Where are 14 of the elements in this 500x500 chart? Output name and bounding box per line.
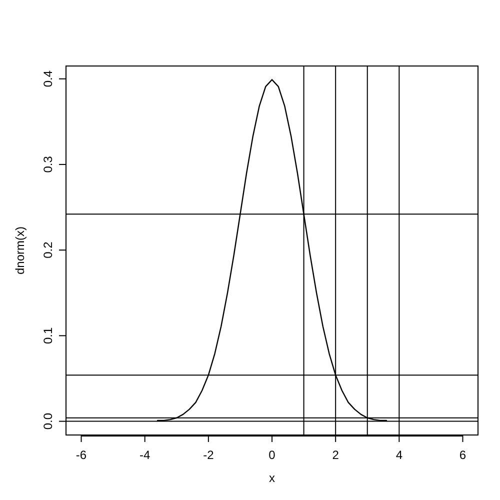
- y-tick-label: 0.1: [41, 327, 55, 344]
- x-tick-label: 6: [459, 448, 466, 462]
- x-tick-label: -2: [203, 448, 214, 462]
- x-tick-label: 2: [332, 448, 340, 462]
- x-tick-label: -4: [140, 448, 150, 462]
- y-tick-label: 0.4: [41, 70, 55, 88]
- y-tick-label: 0.0: [41, 412, 55, 430]
- x-tick-label: -6: [76, 448, 87, 462]
- x-tick-label: 0: [268, 448, 276, 462]
- x-tick-label: 4: [396, 448, 403, 462]
- y-axis-title: dnorm(x): [13, 226, 27, 275]
- x-axis-title: x: [269, 471, 275, 485]
- y-tick-label: 0.2: [41, 241, 55, 258]
- y-tick-label: 0.3: [41, 156, 55, 173]
